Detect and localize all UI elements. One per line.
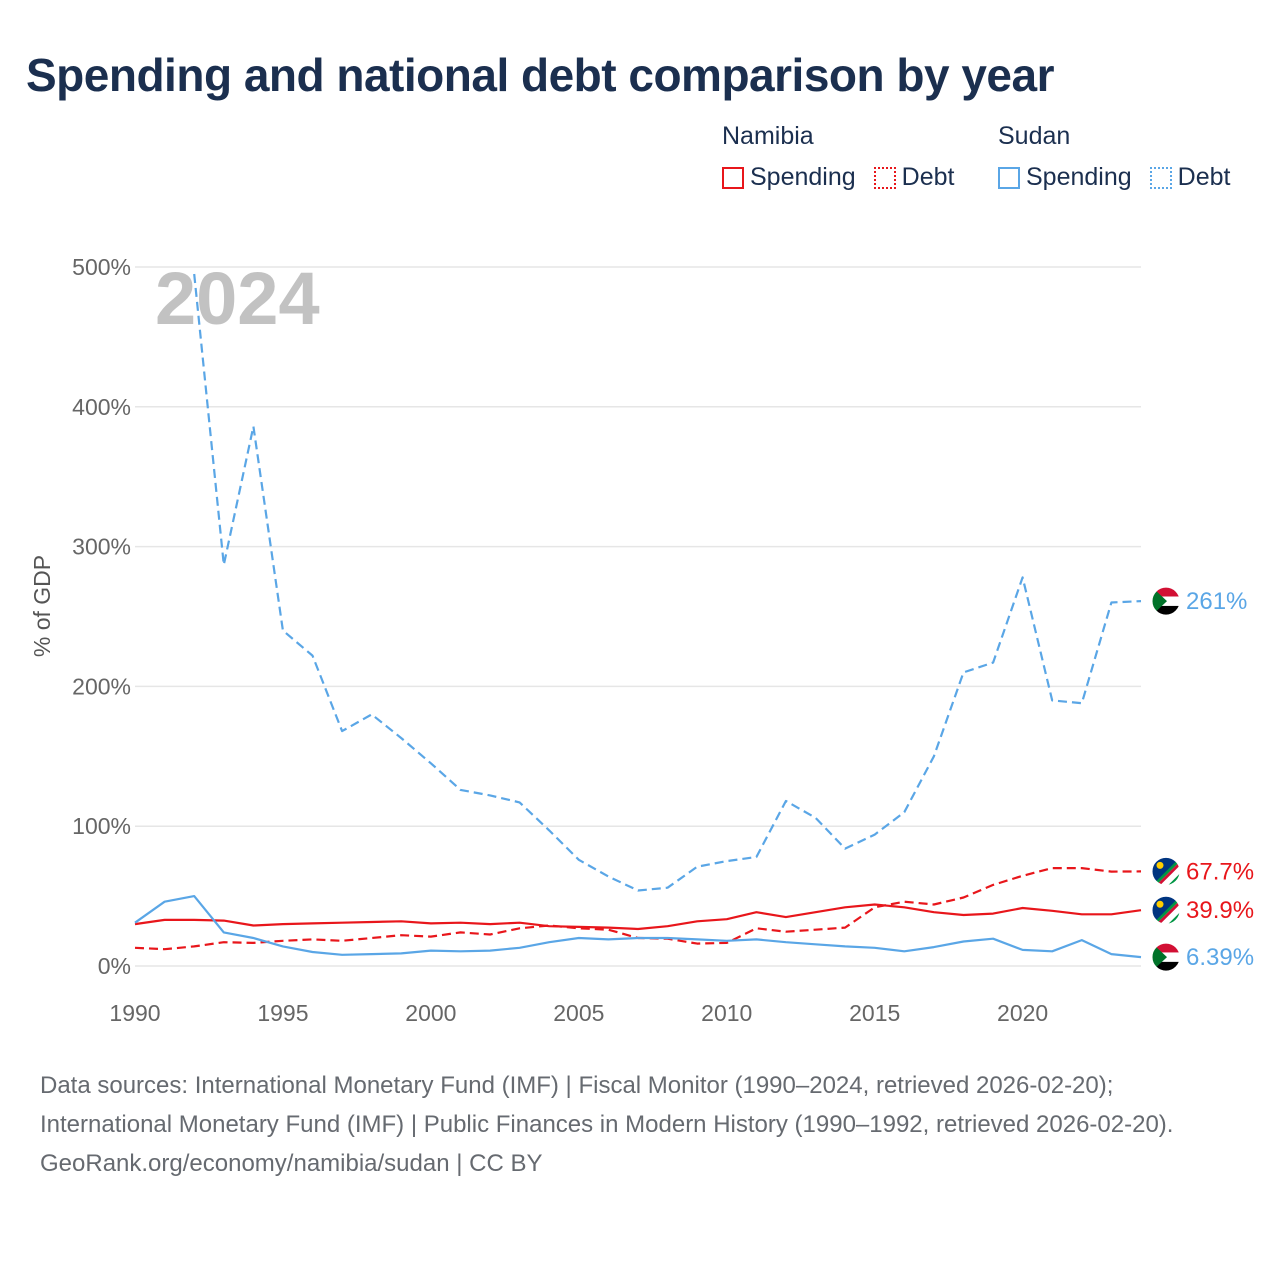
x-axis-ticks: 1990 1995 2000 2005 2010 2015 2020 bbox=[109, 1000, 1048, 1026]
credit-link[interactable]: GeoRank.org/economy/namibia/sudan | CC B… bbox=[40, 1150, 543, 1177]
legend-label: Debt bbox=[1177, 163, 1231, 191]
x-tick-label: 2000 bbox=[405, 1000, 456, 1026]
legend-item-sudan-debt[interactable]: Debt bbox=[1149, 163, 1231, 192]
end-value-label: 261% bbox=[1186, 588, 1247, 615]
end-value-label: 67.7% bbox=[1186, 858, 1254, 885]
end-value-label: 6.39% bbox=[1186, 944, 1254, 971]
legend-swatch-dotted bbox=[873, 166, 896, 189]
legend-item-namibia-spending[interactable]: Spending bbox=[722, 163, 856, 192]
y-tick-label: 500% bbox=[72, 254, 131, 280]
legend-label: Spending bbox=[1026, 163, 1132, 191]
legend-group-namibia: Namibia Spending Debt bbox=[722, 122, 972, 192]
chart-area: 2024 0% 100% 200% 300% 400% 500% 1990 1995 2000… bbox=[29, 254, 1254, 1026]
namibia-flag-icon bbox=[1151, 895, 1181, 925]
x-tick-label: 1990 bbox=[109, 1000, 160, 1026]
data-sources-text: Data sources: International Monetary Fun… bbox=[40, 1072, 1174, 1138]
x-tick-label: 2010 bbox=[701, 1000, 752, 1026]
series-line-namibia-spending[interactable] bbox=[134, 903, 1142, 931]
x-tick-label: 2020 bbox=[997, 1000, 1048, 1026]
y-tick-label: 400% bbox=[72, 394, 131, 420]
y-axis-ticks: 0% 100% 200% 300% 400% 500% bbox=[72, 254, 131, 979]
series-line-sudan-spending[interactable] bbox=[134, 895, 1142, 959]
legend-label: Spending bbox=[750, 163, 856, 191]
legend-swatch-solid bbox=[998, 166, 1020, 189]
x-tick-label: 1995 bbox=[257, 1000, 308, 1026]
legend-item-namibia-debt[interactable]: Debt bbox=[873, 163, 955, 192]
gridlines bbox=[135, 266, 1141, 967]
legend-country-label: Sudan bbox=[998, 122, 1071, 150]
series-line-sudan-debt[interactable] bbox=[193, 273, 1142, 892]
end-value-label: 39.9% bbox=[1186, 897, 1254, 924]
x-tick-label: 2005 bbox=[553, 1000, 604, 1026]
series-lines bbox=[134, 273, 1142, 959]
y-tick-label: 200% bbox=[72, 673, 131, 699]
footer: Data sources: International Monetary Fun… bbox=[40, 1066, 1240, 1183]
legend-group-sudan: Sudan Spending Debt bbox=[998, 122, 1248, 192]
legend-country-label: Namibia bbox=[722, 122, 814, 150]
y-tick-label: 0% bbox=[98, 953, 131, 979]
sudan-flag-icon bbox=[1151, 586, 1181, 616]
y-tick-label: 100% bbox=[72, 813, 131, 839]
legend-swatch-dotted bbox=[1149, 166, 1172, 189]
legend-label: Debt bbox=[901, 163, 955, 191]
current-year-watermark: 2024 bbox=[155, 257, 320, 340]
x-tick-label: 2015 bbox=[849, 1000, 900, 1026]
sudan-flag-icon bbox=[1151, 942, 1181, 972]
legend-swatch-solid bbox=[722, 166, 744, 189]
y-axis-label: % of GDP bbox=[29, 555, 55, 657]
series-end-markers: 261% 67.7% 39.9% 6.39% bbox=[1151, 586, 1254, 972]
legend-item-sudan-spending[interactable]: Spending bbox=[998, 163, 1132, 192]
chart-title: Spending and national debt comparison by… bbox=[26, 49, 1055, 101]
y-tick-label: 300% bbox=[72, 534, 131, 560]
namibia-flag-icon bbox=[1151, 856, 1181, 886]
